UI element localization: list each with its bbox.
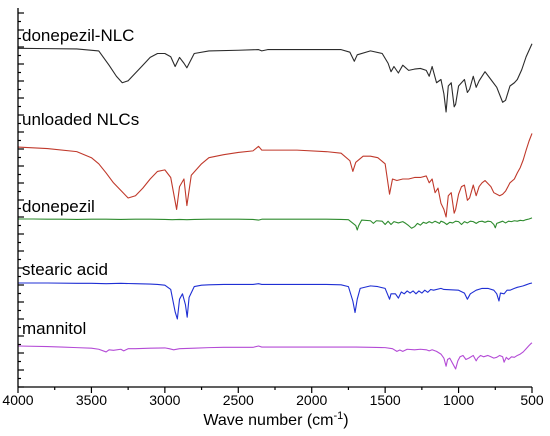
series-line-stearic-acid	[18, 282, 533, 320]
x-tick-label: 4000	[2, 392, 33, 408]
series-line-donepezil	[18, 217, 533, 231]
series-label-layer: donepezil-NLC unloaded NLCs donepezil stear…	[22, 26, 139, 338]
series-label-mannitol: mannitol	[22, 319, 86, 338]
series-label-stearic-acid: stearic acid	[22, 260, 108, 279]
series-label-donepezil: donepezil	[22, 197, 95, 216]
x-ticks: 4000 3500 3000 2500 2000 1500 1000 500	[2, 387, 544, 408]
series-layer	[17, 43, 533, 370]
x-tick-label: 2000	[296, 392, 327, 408]
x-tick-label: 2500	[223, 392, 254, 408]
series-label-donepezil-nlc: donepezil-NLC	[22, 26, 134, 45]
axes	[17, 8, 532, 388]
x-axis-title: Wave number (cm-1)	[203, 410, 348, 429]
series-line-mannitol	[17, 342, 533, 370]
y-ticks	[18, 12, 24, 388]
x-tick-label: 3500	[76, 392, 107, 408]
x-tick-label: 1500	[370, 392, 401, 408]
x-tick-label: 500	[520, 392, 544, 408]
series-label-unloaded-nlcs: unloaded NLCs	[22, 110, 139, 129]
series-line-unloaded-nlcs	[17, 133, 533, 218]
x-tick-label: 1000	[443, 392, 474, 408]
x-tick-label: 3000	[149, 392, 180, 408]
series-line-donepezil-nlc	[17, 43, 533, 113]
